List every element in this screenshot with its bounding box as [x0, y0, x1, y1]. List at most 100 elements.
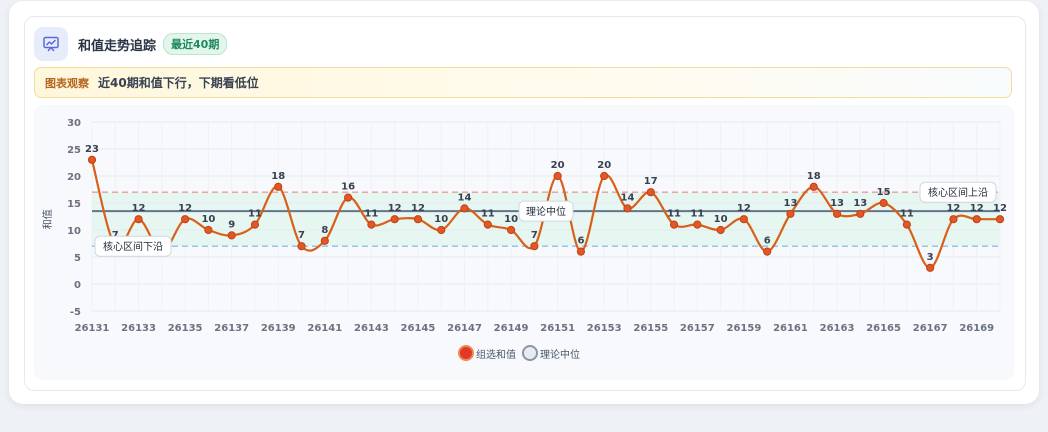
- data-point: [926, 263, 935, 272]
- data-label: 3: [927, 252, 934, 263]
- data-point: [809, 182, 818, 191]
- data-label: 20: [551, 160, 565, 171]
- data-label: 11: [248, 209, 262, 220]
- y-tick-label: 15: [67, 199, 81, 210]
- data-point: [274, 182, 283, 191]
- core-upper-tag-text: 核心区间上沿: [928, 186, 988, 199]
- data-point: [763, 247, 772, 256]
- observation-banner: 图表观察 近40期和值下行，下期看低位: [34, 67, 1012, 98]
- x-tick-label: 26143: [354, 323, 389, 334]
- core-lower-tag-text: 核心区间下沿: [103, 240, 163, 253]
- y-tick-label: -5: [70, 307, 81, 318]
- y-tick-label: 5: [74, 253, 81, 264]
- data-point: [739, 215, 748, 224]
- x-tick-label: 26147: [447, 323, 482, 334]
- core-upper-tag-box: [919, 181, 997, 203]
- data-label: 12: [993, 203, 1007, 214]
- data-point: [227, 231, 236, 240]
- data-point: [413, 215, 423, 224]
- data-label: 11: [364, 209, 378, 220]
- data-label: 14: [458, 192, 472, 203]
- median-tag-box: [518, 200, 574, 222]
- x-tick-label: 26157: [680, 323, 715, 334]
- y-tick-label: 10: [67, 226, 81, 237]
- data-point: [134, 215, 143, 224]
- data-point: [856, 209, 865, 218]
- data-point: [995, 215, 1005, 224]
- core-lower-tag-box: [94, 235, 172, 257]
- data-label: 15: [877, 187, 891, 198]
- legend-item-median[interactable]: 理论中位: [522, 345, 580, 361]
- data-point: [460, 204, 469, 213]
- data-point: [320, 236, 329, 245]
- data-point: [972, 215, 981, 224]
- data-point: [553, 171, 562, 181]
- chart-legend: 组选和值 理论中位: [458, 345, 586, 361]
- x-tick-label: 26131: [75, 323, 110, 334]
- x-tick-label: 26135: [168, 323, 203, 334]
- x-tick-label: 26145: [401, 323, 436, 334]
- data-point: [250, 220, 260, 229]
- x-tick-label: 26167: [913, 323, 948, 334]
- x-tick-label: 26139: [261, 323, 296, 334]
- y-tick-label: 25: [67, 145, 81, 156]
- data-point: [786, 209, 795, 218]
- period-badge: 最近40期: [163, 33, 228, 55]
- x-tick-label: 26165: [866, 323, 901, 334]
- y-tick-label: 30: [67, 118, 81, 129]
- data-label: 10: [434, 214, 448, 225]
- data-point: [530, 242, 539, 251]
- y-axis-label: 和值: [41, 209, 54, 229]
- card-header: 和值走势追踪 最近40期: [34, 27, 228, 61]
- data-label: 14: [621, 192, 635, 203]
- chart-area: -5 0 5 10 15 20 25 30 和值 26131 26133 26135 26137 2613…: [34, 105, 1014, 380]
- y-tick-label: 20: [67, 172, 81, 183]
- median-tag-text: 理论中位: [526, 205, 566, 218]
- y-tick-label: 0: [74, 280, 81, 291]
- data-point: [693, 220, 702, 229]
- data-label: 13: [830, 198, 844, 209]
- x-tick-label: 26137: [214, 323, 249, 334]
- card-title: 和值走势追踪: [78, 38, 157, 54]
- data-label: 6: [764, 236, 771, 247]
- data-point: [437, 225, 446, 235]
- data-point: [949, 215, 958, 224]
- legend-median-label: 理论中位: [540, 349, 580, 361]
- legend-series-label: 组选和值: [476, 349, 516, 361]
- data-point: [600, 171, 609, 181]
- observation-text: 近40期和值下行，下期看低位: [98, 76, 259, 90]
- data-label: 11: [667, 209, 681, 220]
- x-tick-label: 26153: [587, 323, 622, 334]
- data-label: 11: [900, 209, 914, 220]
- data-label: 17: [644, 176, 658, 187]
- data-label: 12: [388, 203, 402, 214]
- data-label: 10: [201, 214, 215, 225]
- legend-median-swatch: [522, 345, 538, 361]
- data-label: 18: [271, 171, 285, 182]
- x-tick-label: 26169: [959, 323, 994, 334]
- data-label: 11: [690, 209, 704, 220]
- data-label: 10: [714, 214, 728, 225]
- data-label: 6: [577, 236, 584, 247]
- data-label: 10: [504, 214, 518, 225]
- data-label: 12: [970, 203, 984, 214]
- data-point: [87, 155, 97, 164]
- data-point: [506, 225, 516, 235]
- data-label: 20: [597, 160, 611, 171]
- data-label: 12: [946, 203, 960, 214]
- data-label: 13: [853, 198, 867, 209]
- data-point: [367, 220, 376, 229]
- x-tick-label: 26155: [633, 323, 668, 334]
- data-label: 7: [298, 230, 305, 241]
- data-point: [181, 215, 190, 224]
- data-label: 12: [132, 203, 146, 214]
- data-label: 8: [321, 225, 328, 236]
- data-label: 9: [228, 219, 235, 230]
- x-tick-label: 26141: [307, 323, 342, 334]
- x-tick-label: 26163: [820, 323, 855, 334]
- x-tick-label: 26149: [494, 323, 529, 334]
- data-label: 12: [737, 203, 751, 214]
- data-point: [623, 204, 632, 213]
- data-point: [879, 198, 888, 208]
- legend-item-series[interactable]: 组选和值: [458, 345, 516, 361]
